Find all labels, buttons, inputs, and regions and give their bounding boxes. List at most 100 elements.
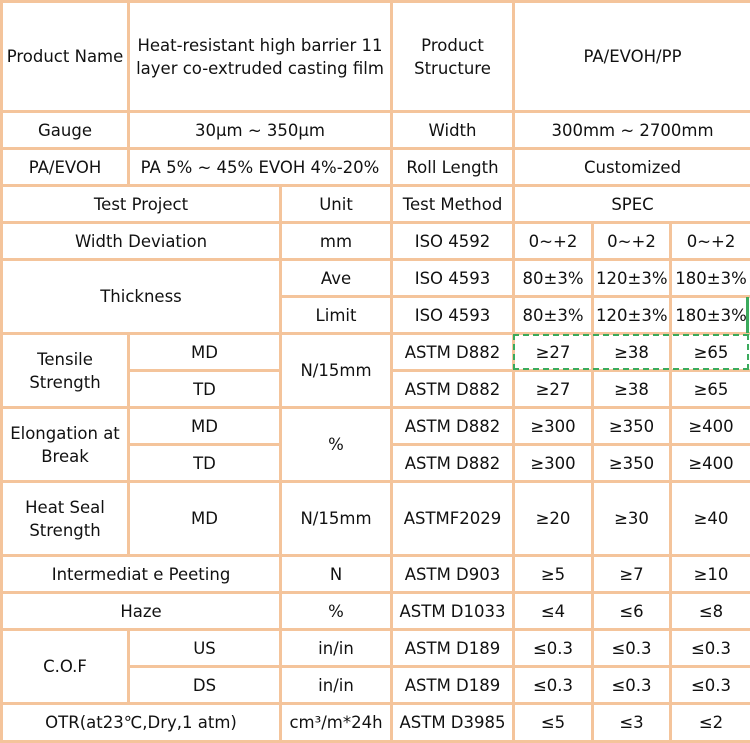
product-structure-label: Product Structure xyxy=(392,2,514,112)
peeting-row: Intermediat e Peeting N ASTM D903 ≥5 ≥7 … xyxy=(2,556,750,593)
peeting-spec-1: ≥5 xyxy=(514,556,593,593)
tensile-unit: N/15mm xyxy=(281,334,392,408)
heat-seal-unit: N/15mm xyxy=(281,482,392,556)
elongation-md-spec-3: ≥400 xyxy=(671,408,750,445)
elongation-md-spec-1: ≥300 xyxy=(514,408,593,445)
cof-ds-unit: in/in xyxy=(281,667,392,704)
elongation-td-spec-3: ≥400 xyxy=(671,445,750,482)
width-deviation-label: Width Deviation xyxy=(2,223,281,260)
cof-us-spec-3: ≤0.3 xyxy=(671,630,750,667)
haze-row: Haze % ASTM D1033 ≤4 ≤6 ≤8 xyxy=(2,593,750,630)
haze-label: Haze xyxy=(2,593,281,630)
product-name-label: Product Name xyxy=(2,2,129,112)
otr-row: OTR(at23℃,Dry,1 atm) cm³/m*24h ASTM D398… xyxy=(2,704,750,742)
otr-spec-3: ≤2 xyxy=(671,704,750,742)
elongation-td-spec-2: ≥350 xyxy=(593,445,671,482)
width-deviation-row: Width Deviation mm ISO 4592 0~+2 0~+2 0~… xyxy=(2,223,750,260)
edge-marker xyxy=(746,297,749,333)
product-name-value: Heat-resistant high barrier 11 layer co-… xyxy=(129,2,392,112)
elongation-td-method: ASTM D882 xyxy=(392,445,514,482)
tensile-md-row: Tensile Strength MD N/15mm ASTM D882 ≥27… xyxy=(2,334,750,371)
tensile-md-spec-1: ≥27 xyxy=(514,334,593,371)
peeting-label: Intermediat e Peeting xyxy=(2,556,281,593)
thickness-ave-spec-3: 180±3% xyxy=(671,260,750,297)
tensile-md-method: ASTM D882 xyxy=(392,334,514,371)
thickness-ave-spec-2: 120±3% xyxy=(593,260,671,297)
spec-header: SPEC xyxy=(514,186,750,223)
cof-label: C.O.F xyxy=(2,630,129,704)
roll-length-value: Customized xyxy=(514,149,750,186)
peeting-spec-3: ≥10 xyxy=(671,556,750,593)
cof-us-unit: in/in xyxy=(281,630,392,667)
haze-spec-2: ≤6 xyxy=(593,593,671,630)
tensile-strength-label: Tensile Strength xyxy=(2,334,129,408)
haze-spec-3: ≤8 xyxy=(671,593,750,630)
width-deviation-spec-3: 0~+2 xyxy=(671,223,750,260)
pa-evoh-label: PA/EVOH xyxy=(2,149,129,186)
elongation-unit: % xyxy=(281,408,392,482)
tensile-md-sub: MD xyxy=(129,334,281,371)
heat-seal-row: Heat Seal Strength MD N/15mm ASTMF2029 ≥… xyxy=(2,482,750,556)
thickness-ave-sub: Ave xyxy=(281,260,392,297)
tensile-md-spec-2: ≥38 xyxy=(593,334,671,371)
peeting-method: ASTM D903 xyxy=(392,556,514,593)
tensile-td-spec-3: ≥65 xyxy=(671,371,750,408)
pa-evoh-value: PA 5% ~ 45% EVOH 4%-20% xyxy=(129,149,392,186)
test-project-header: Test Project xyxy=(2,186,281,223)
thickness-ave-method: ISO 4593 xyxy=(392,260,514,297)
pa-evoh-row: PA/EVOH PA 5% ~ 45% EVOH 4%-20% Roll Len… xyxy=(2,149,750,186)
cof-us-sub: US xyxy=(129,630,281,667)
elongation-md-method: ASTM D882 xyxy=(392,408,514,445)
tensile-td-method: ASTM D882 xyxy=(392,371,514,408)
width-deviation-unit: mm xyxy=(281,223,392,260)
haze-method: ASTM D1033 xyxy=(392,593,514,630)
peeting-unit: N xyxy=(281,556,392,593)
cof-ds-method: ASTM D189 xyxy=(392,667,514,704)
product-structure-value: PA/EVOH/PP xyxy=(514,2,750,112)
width-label: Width xyxy=(392,112,514,149)
otr-unit: cm³/m*24h xyxy=(281,704,392,742)
otr-method: ASTM D3985 xyxy=(392,704,514,742)
width-value: 300mm ~ 2700mm xyxy=(514,112,750,149)
otr-label: OTR(at23℃,Dry,1 atm) xyxy=(2,704,281,742)
thickness-limit-spec-1: 80±3% xyxy=(514,297,593,334)
peeting-spec-2: ≥7 xyxy=(593,556,671,593)
elongation-td-sub: TD xyxy=(129,445,281,482)
thickness-label: Thickness xyxy=(2,260,281,334)
elongation-td-spec-1: ≥300 xyxy=(514,445,593,482)
otr-spec-1: ≤5 xyxy=(514,704,593,742)
cof-ds-spec-3: ≤0.3 xyxy=(671,667,750,704)
unit-header: Unit xyxy=(281,186,392,223)
heat-seal-label: Heat Seal Strength xyxy=(2,482,129,556)
product-row: Product Name Heat-resistant high barrier… xyxy=(2,2,750,112)
tensile-td-spec-2: ≥38 xyxy=(593,371,671,408)
heat-seal-sub: MD xyxy=(129,482,281,556)
cof-us-spec-2: ≤0.3 xyxy=(593,630,671,667)
heat-seal-spec-1: ≥20 xyxy=(514,482,593,556)
cof-us-row: C.O.F US in/in ASTM D189 ≤0.3 ≤0.3 ≤0.3 xyxy=(2,630,750,667)
gauge-row: Gauge 30μm ~ 350μm Width 300mm ~ 2700mm xyxy=(2,112,750,149)
column-header-row: Test Project Unit Test Method SPEC xyxy=(2,186,750,223)
cof-ds-spec-2: ≤0.3 xyxy=(593,667,671,704)
elongation-md-spec-2: ≥350 xyxy=(593,408,671,445)
tensile-td-sub: TD xyxy=(129,371,281,408)
thickness-ave-spec-1: 80±3% xyxy=(514,260,593,297)
test-method-header: Test Method xyxy=(392,186,514,223)
elongation-md-row: Elongation at Break MD % ASTM D882 ≥300 … xyxy=(2,408,750,445)
thickness-ave-row: Thickness Ave ISO 4593 80±3% 120±3% 180±… xyxy=(2,260,750,297)
thickness-limit-spec-2: 120±3% xyxy=(593,297,671,334)
width-deviation-spec-2: 0~+2 xyxy=(593,223,671,260)
tensile-td-spec-1: ≥27 xyxy=(514,371,593,408)
cof-ds-sub: DS xyxy=(129,667,281,704)
width-deviation-spec-1: 0~+2 xyxy=(514,223,593,260)
elongation-md-sub: MD xyxy=(129,408,281,445)
heat-seal-spec-3: ≥40 xyxy=(671,482,750,556)
thickness-limit-spec-3: 180±3% xyxy=(671,297,750,334)
roll-length-label: Roll Length xyxy=(392,149,514,186)
tensile-md-spec-3: ≥65 xyxy=(671,334,750,371)
gauge-value: 30μm ~ 350μm xyxy=(129,112,392,149)
haze-unit: % xyxy=(281,593,392,630)
thickness-limit-method: ISO 4593 xyxy=(392,297,514,334)
